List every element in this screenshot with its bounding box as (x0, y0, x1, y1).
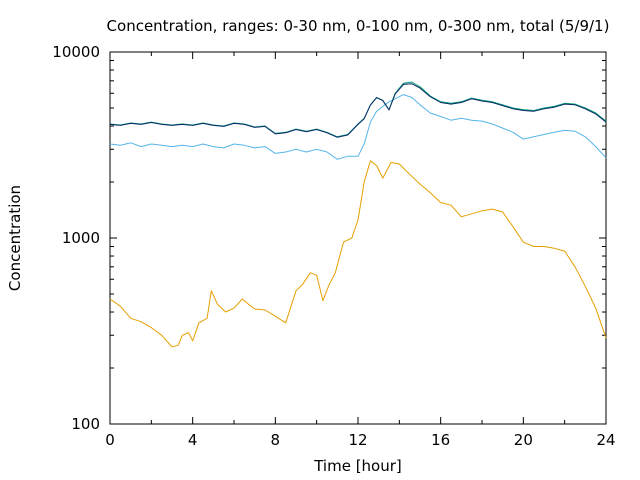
x-tick-label: 4 (188, 431, 198, 449)
x-tick-label: 0 (105, 431, 115, 449)
x-tick-label: 12 (348, 431, 367, 449)
series-line-4 (109, 83, 607, 138)
y-axis-title: Concentration (6, 185, 24, 291)
y-tick-labels: 100 1000 10000 (52, 43, 100, 433)
chart-title: Concentration, ranges: 0-30 nm, 0-100 nm… (107, 17, 610, 35)
x-tick-label: 8 (271, 431, 281, 449)
series-line-2 (109, 94, 607, 160)
series-layer (109, 81, 607, 348)
axis-ticks (109, 51, 607, 425)
x-axis-title: Time [hour] (313, 457, 402, 475)
series-line-1 (109, 160, 607, 348)
x-tick-labels: 0 4 8 12 16 20 24 (105, 431, 615, 449)
y-tick-label: 1000 (62, 229, 100, 247)
y-tick-label: 10000 (52, 43, 100, 61)
x-tick-label: 24 (596, 431, 615, 449)
y-tick-label: 100 (71, 415, 100, 433)
x-tick-label: 20 (514, 431, 533, 449)
x-tick-label: 16 (431, 431, 450, 449)
